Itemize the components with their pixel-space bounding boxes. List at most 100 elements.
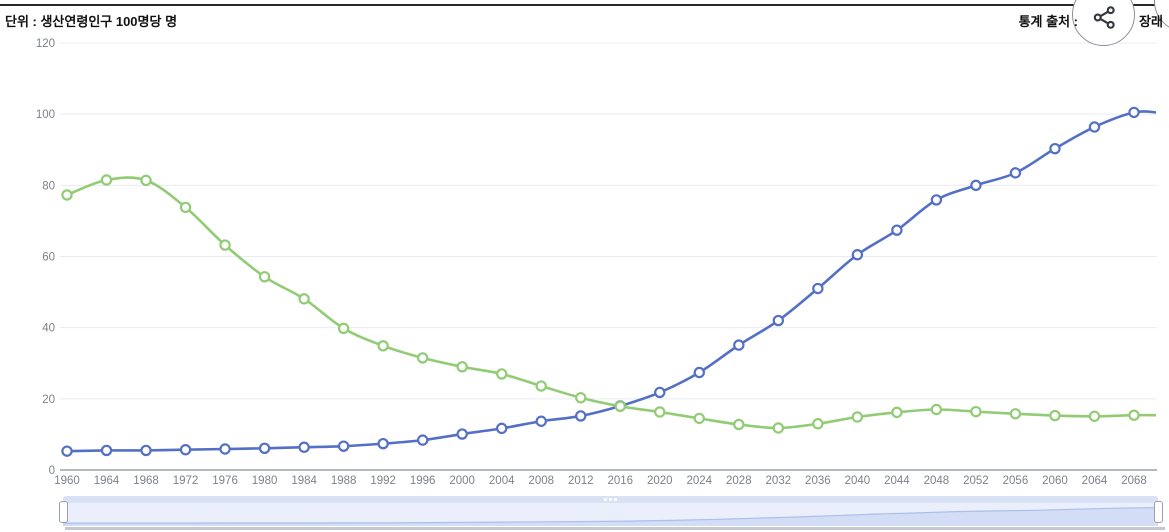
x-tick-label: 2036 <box>805 475 831 487</box>
x-tick-label: 2052 <box>963 475 989 487</box>
green-series-point[interactable] <box>377 340 389 352</box>
green-series-point[interactable] <box>1128 409 1140 421</box>
y-tick-label: 0 <box>49 465 55 477</box>
data-zoom-right-handle[interactable] <box>1154 501 1163 523</box>
green-series-point[interactable] <box>416 352 429 364</box>
x-tick-label: 1964 <box>94 475 120 487</box>
x-tick-label: 2064 <box>1082 475 1108 487</box>
x-tick-label: 2016 <box>607 475 633 487</box>
blue-series-point[interactable] <box>456 428 468 440</box>
y-tick-label: 40 <box>42 323 55 335</box>
green-series-point[interactable] <box>970 405 982 418</box>
top-border <box>0 4 1169 7</box>
y-tick-label: 120 <box>36 38 55 50</box>
green-series-point[interactable] <box>179 201 192 214</box>
preview-area <box>63 507 1158 526</box>
x-tick-label: 2048 <box>924 475 950 487</box>
green-series-point[interactable] <box>614 400 626 413</box>
share-icon <box>1093 6 1115 29</box>
blue-series-point[interactable] <box>1009 167 1022 179</box>
x-tick-label: 1992 <box>370 475 396 487</box>
blue-series-point[interactable] <box>693 366 705 379</box>
blue-series-point[interactable] <box>851 249 864 261</box>
green-series-point[interactable] <box>1009 408 1022 420</box>
x-tick-label: 2012 <box>568 475 594 487</box>
x-tick-label: 2040 <box>845 475 871 487</box>
green-series-point[interactable] <box>772 422 785 434</box>
blue-series-point[interactable] <box>1049 142 1061 155</box>
x-tick-label: 2024 <box>686 475 712 487</box>
data-zoom-move-handle[interactable] <box>63 496 1158 503</box>
green-series-point[interactable] <box>219 239 231 251</box>
grip-dots-icon <box>609 498 612 501</box>
blue-series-point[interactable] <box>891 224 903 236</box>
green-series-point[interactable] <box>100 174 113 186</box>
blue-series-point[interactable] <box>219 443 231 455</box>
green-series-point[interactable] <box>654 406 666 418</box>
y-tick-label: 80 <box>42 180 55 192</box>
green-series-point[interactable] <box>1088 410 1101 422</box>
green-series-point[interactable] <box>298 293 310 305</box>
source-suffix-text: 장래 <box>1139 14 1163 29</box>
x-tick-label: 2000 <box>449 475 475 487</box>
blue-series-point[interactable] <box>377 437 389 450</box>
green-series-point[interactable] <box>930 403 943 416</box>
blue-series-point[interactable] <box>1088 121 1101 133</box>
green-series-line[interactable] <box>66 176 1157 430</box>
blue-series-point[interactable] <box>337 440 350 452</box>
green-series-point[interactable] <box>812 418 824 430</box>
x-tick-label: 2020 <box>647 475 673 487</box>
blue-series-point[interactable] <box>772 314 785 327</box>
green-series-point[interactable] <box>1049 409 1061 422</box>
blue-series-point[interactable] <box>416 434 429 446</box>
y-tick-label: 100 <box>36 109 55 121</box>
blue-series-point[interactable] <box>812 282 824 295</box>
source-label: 통계 출처 : <box>1018 14 1078 29</box>
blue-series-point[interactable] <box>733 339 745 351</box>
green-series-point[interactable] <box>258 271 271 283</box>
green-series-point[interactable] <box>140 174 152 187</box>
blue-series-point[interactable] <box>930 194 943 206</box>
green-series-point[interactable] <box>693 412 705 425</box>
blue-series-point[interactable] <box>1128 106 1140 119</box>
green-series-point[interactable] <box>575 392 587 404</box>
x-tick-label: 1976 <box>212 475 238 487</box>
blue-series-point[interactable] <box>970 179 982 192</box>
x-tick-label: 1996 <box>410 475 436 487</box>
green-series-point[interactable] <box>891 406 903 419</box>
x-tick-label: 1960 <box>54 475 80 487</box>
x-tick-label: 2032 <box>766 475 792 487</box>
blue-series-point[interactable] <box>61 445 73 457</box>
green-series-point[interactable] <box>337 322 350 335</box>
x-tick-label: 1972 <box>173 475 199 487</box>
green-series-point[interactable] <box>851 411 864 423</box>
blue-series-point[interactable] <box>298 441 310 453</box>
scrollbar-track[interactable] <box>65 527 1165 530</box>
blue-series-point[interactable] <box>496 422 508 435</box>
green-series-point[interactable] <box>733 418 745 431</box>
green-series-point[interactable] <box>61 189 73 201</box>
x-tick-label: 1984 <box>291 475 317 487</box>
green-series-point[interactable] <box>456 361 468 373</box>
blue-series-point[interactable] <box>100 444 113 457</box>
green-series-point[interactable] <box>496 368 508 380</box>
blue-series-line[interactable] <box>66 110 1157 453</box>
blue-series-point[interactable] <box>654 386 666 399</box>
x-tick-label: 2044 <box>884 475 910 487</box>
unit-label: 단위 : 생산연령인구 100명당 명 <box>5 14 178 29</box>
x-tick-label: 2004 <box>489 475 515 487</box>
green-series-point[interactable] <box>535 380 547 392</box>
data-zoom-slider[interactable] <box>59 496 1163 526</box>
blue-series-point[interactable] <box>179 444 192 456</box>
blue-series-point[interactable] <box>535 415 547 427</box>
blue-series-point[interactable] <box>575 410 587 422</box>
data-zoom-preview <box>63 507 1158 526</box>
blue-series-point[interactable] <box>258 442 271 454</box>
data-zoom-left-handle[interactable] <box>59 501 68 523</box>
x-tick-label: 2068 <box>1121 475 1147 487</box>
x-tick-label: 1988 <box>331 475 357 487</box>
preview-line <box>63 507 1158 524</box>
blue-series-point[interactable] <box>140 444 152 457</box>
